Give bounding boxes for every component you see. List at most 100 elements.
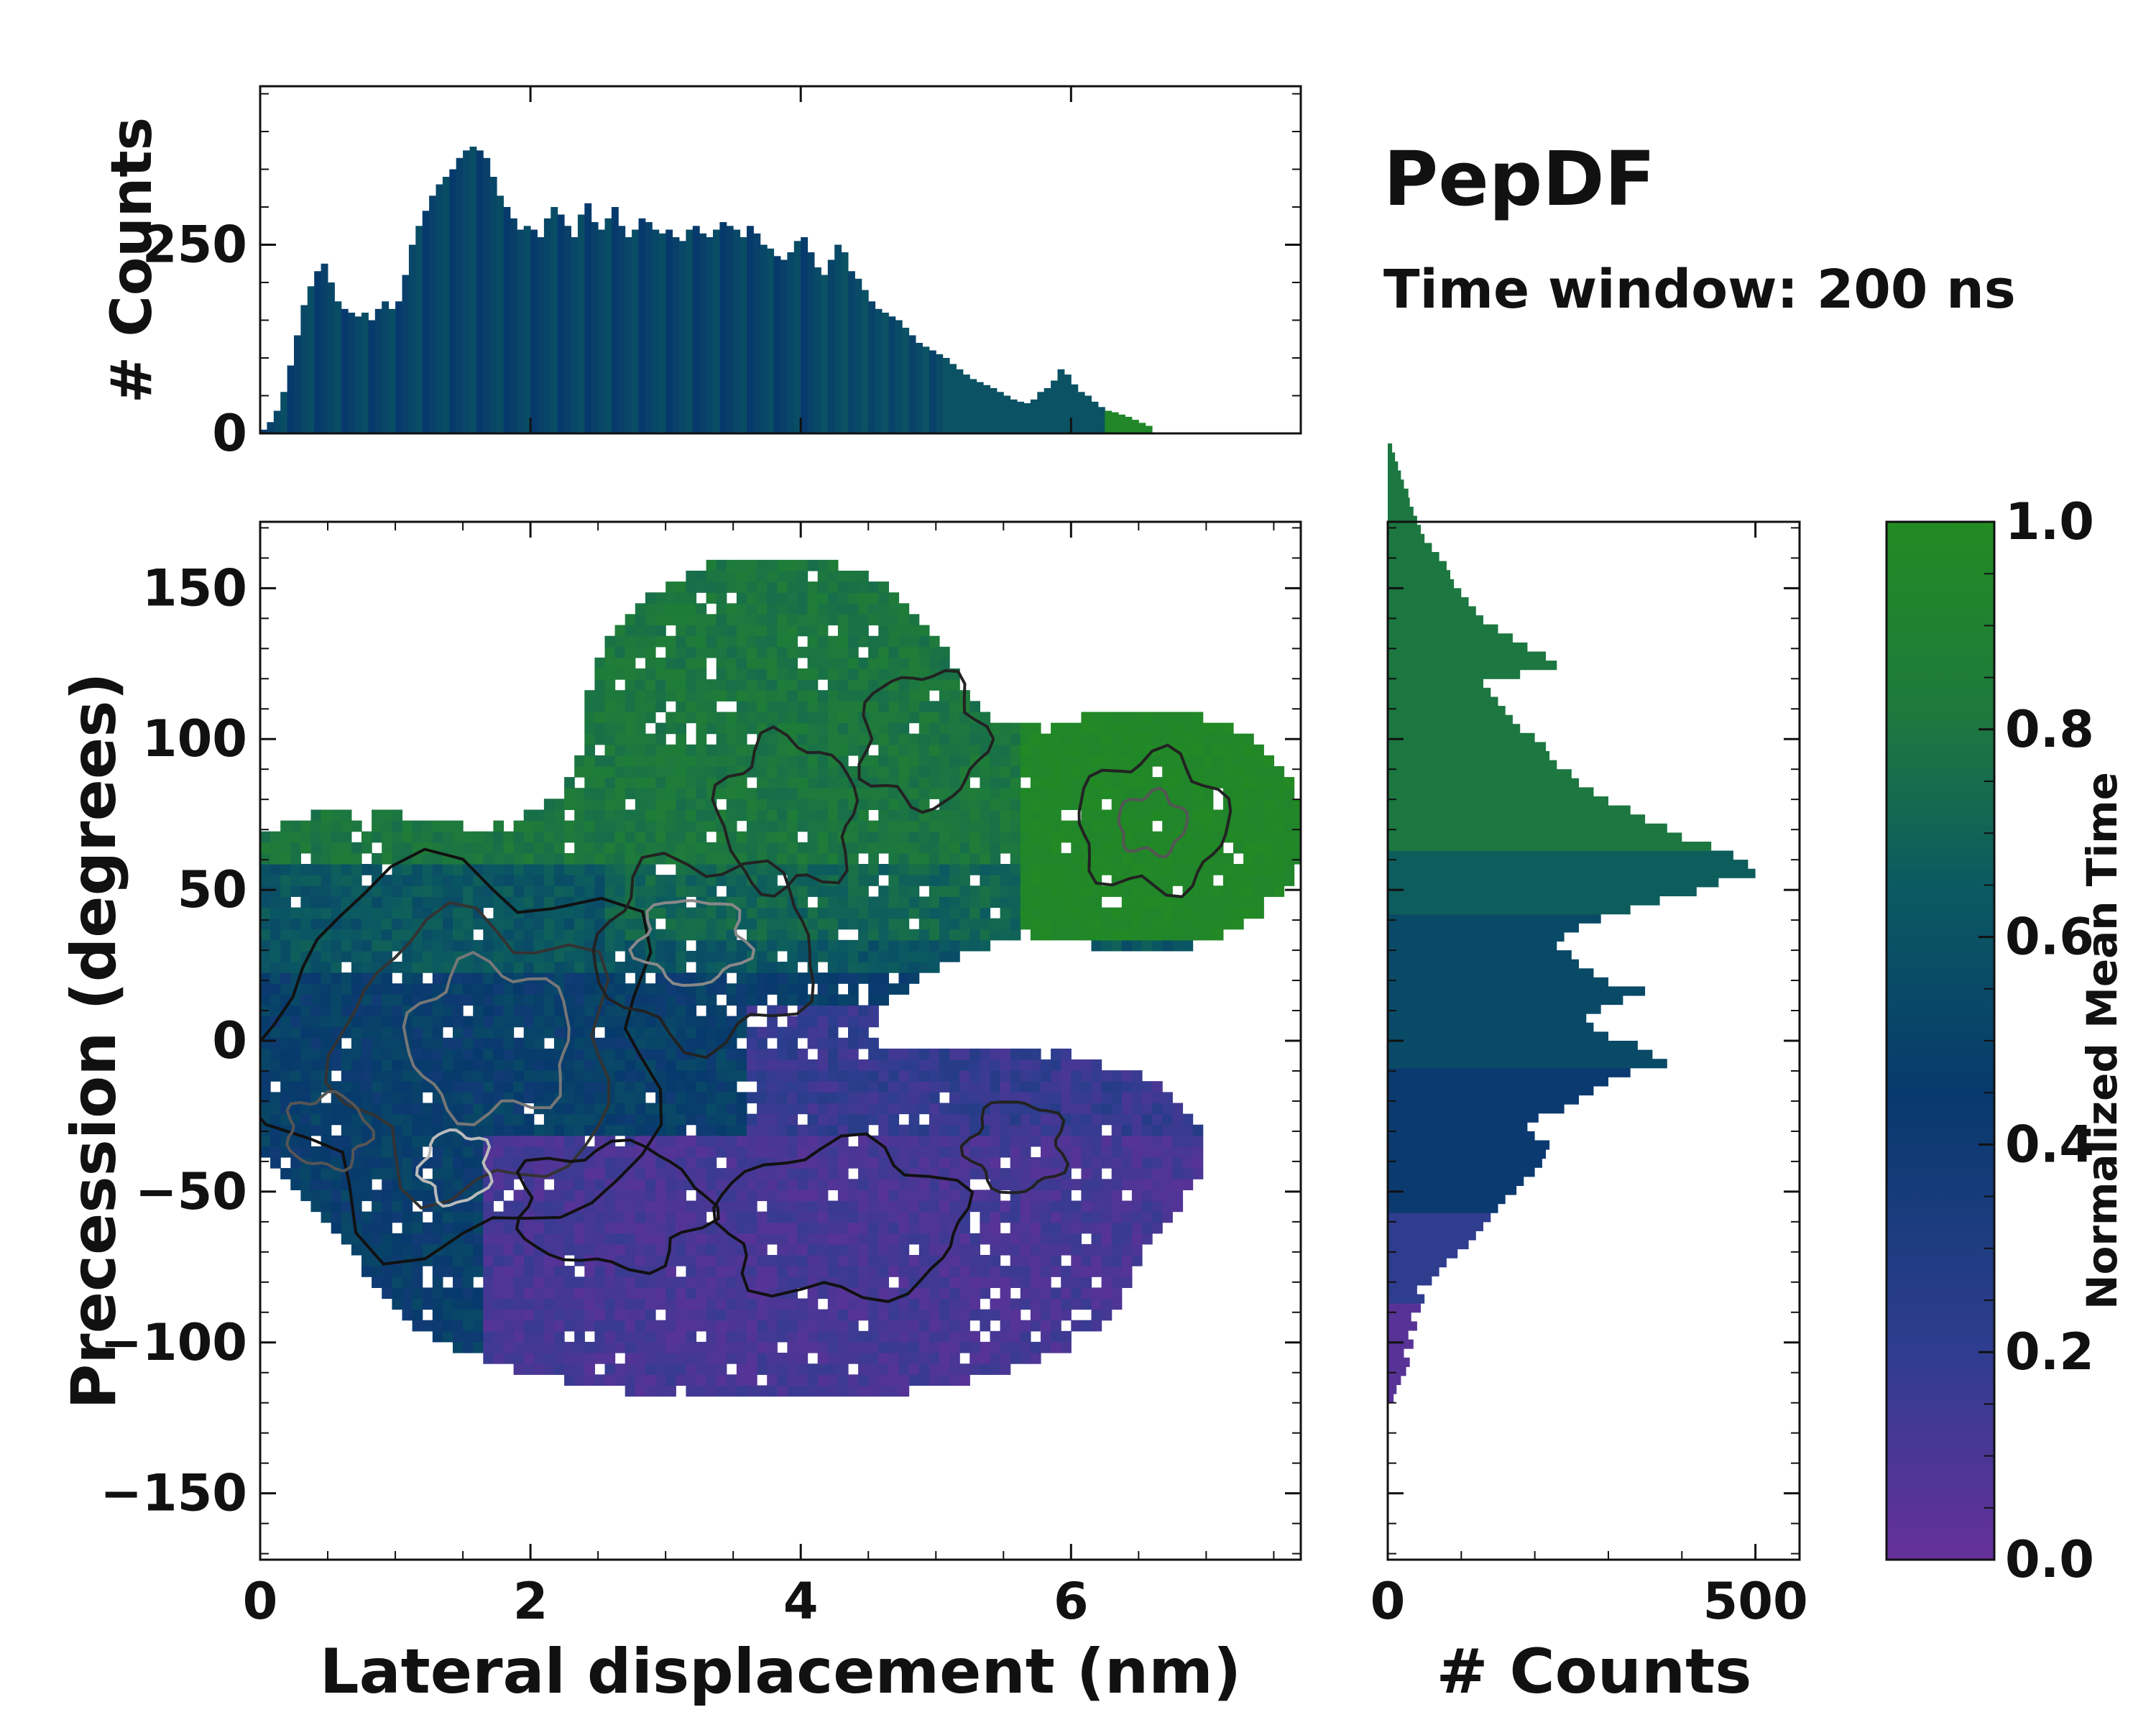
heatmap-cell xyxy=(706,1320,717,1332)
heatmap-cell xyxy=(827,1330,839,1343)
heatmap-cell xyxy=(614,1200,626,1213)
heatmap-cell xyxy=(1030,1266,1041,1277)
heatmap-cell xyxy=(888,1287,900,1300)
heatmap-cell xyxy=(584,766,595,778)
heatmap-cell xyxy=(969,1070,980,1082)
heatmap-cell xyxy=(929,820,940,832)
heatmap-cell xyxy=(372,896,382,908)
heatmap-cell xyxy=(716,1081,727,1092)
heatmap-cell xyxy=(382,1037,392,1049)
heatmap-cell xyxy=(1051,852,1061,865)
heatmap-cell xyxy=(361,1059,372,1071)
heatmap-cell xyxy=(949,766,960,778)
heatmap-cell xyxy=(888,1070,900,1082)
heatmap-cell xyxy=(645,1103,656,1115)
heatmap-cell xyxy=(959,1081,970,1092)
heatmap-cell xyxy=(473,1005,484,1017)
heatmap-cell xyxy=(1030,1353,1041,1364)
heatmap-cell xyxy=(807,1070,819,1082)
heatmap-cell xyxy=(1020,918,1031,930)
heatmap-cell xyxy=(402,842,413,854)
heatmap-cell xyxy=(382,1059,392,1071)
heatmap-cell xyxy=(1091,1287,1102,1300)
heatmap-cell xyxy=(736,799,747,810)
heatmap-cell xyxy=(726,1211,737,1223)
heatmap-cell xyxy=(696,1255,707,1266)
heatmap-cell xyxy=(706,1287,717,1300)
heatmap-cell xyxy=(716,918,727,930)
heatmap-cell xyxy=(614,1070,626,1082)
heatmap-cell xyxy=(655,1385,666,1397)
heatmap-cell xyxy=(1101,852,1112,865)
heatmap-cell xyxy=(473,1026,484,1039)
heatmap-cell xyxy=(939,679,950,691)
heatmap-cell xyxy=(635,1353,646,1364)
heatmap-cell xyxy=(1081,1124,1092,1136)
heatmap-cell xyxy=(341,907,352,919)
heatmap-cell xyxy=(361,950,372,962)
heatmap-cell xyxy=(1091,744,1102,756)
heatmap-cell xyxy=(310,852,322,865)
heatmap-cell xyxy=(473,1048,484,1060)
heatmap-cell xyxy=(706,646,717,658)
heatmap-cell xyxy=(898,1146,910,1158)
heatmap-cell xyxy=(787,614,798,626)
heatmap-cell xyxy=(1101,1157,1112,1169)
heatmap-cell xyxy=(787,1233,798,1245)
heatmap-cell xyxy=(372,809,382,822)
heatmap-cell xyxy=(1101,1276,1112,1288)
heatmap-cell xyxy=(1010,907,1021,919)
heatmap-cell xyxy=(868,1200,879,1213)
heatmap-cell xyxy=(817,831,829,843)
heatmap-cell xyxy=(594,777,606,788)
heatmap-cell xyxy=(848,1243,859,1256)
heatmap-cell xyxy=(747,831,757,843)
heatmap-cell xyxy=(817,1222,829,1234)
heatmap-cell xyxy=(969,1266,980,1277)
heatmap-cell xyxy=(1010,1266,1021,1277)
heatmap-cell xyxy=(392,1276,403,1288)
heatmap-cell xyxy=(827,864,839,875)
heatmap-cell xyxy=(827,1048,839,1060)
heatmap-cell xyxy=(523,1124,535,1136)
heatmap-cell xyxy=(574,1309,585,1321)
heatmap-cell xyxy=(898,657,910,669)
heatmap-cell xyxy=(827,668,839,680)
heatmap-cell xyxy=(787,1330,798,1343)
heatmap-cell xyxy=(787,679,798,691)
heatmap-cell xyxy=(503,918,515,930)
heatmap-cell xyxy=(777,592,788,604)
heatmap-cell xyxy=(382,1190,392,1202)
heatmap-cell xyxy=(929,950,940,962)
heatmap-cell xyxy=(1010,1135,1021,1147)
heatmap-cell xyxy=(1121,1276,1133,1288)
heatmap-cell xyxy=(858,1179,869,1190)
heatmap-cell xyxy=(503,994,515,1006)
heatmap-cell xyxy=(1142,1092,1153,1104)
heatmap-cell xyxy=(827,852,839,865)
heatmap-cell xyxy=(574,755,585,767)
heatmap-cell xyxy=(533,1341,545,1353)
heatmap-cell xyxy=(837,1179,849,1190)
heatmap-cell xyxy=(827,744,839,756)
heatmap-cell xyxy=(1111,799,1123,810)
heatmap-cell xyxy=(422,1081,433,1092)
heatmap-cell xyxy=(868,972,879,984)
heatmap-cell xyxy=(1041,929,1051,941)
heatmap-cell xyxy=(392,907,403,919)
heatmap-cell xyxy=(696,722,707,735)
heatmap-cell xyxy=(1071,733,1082,745)
heatmap-cell xyxy=(635,809,646,822)
heatmap-cell xyxy=(898,907,910,919)
heatmap-cell xyxy=(797,929,808,941)
heatmap-cell xyxy=(1101,1135,1112,1147)
heatmap-cell xyxy=(1030,799,1041,810)
heatmap-cell xyxy=(372,1103,382,1115)
heatmap-cell xyxy=(513,1353,525,1364)
heatmap-cell xyxy=(767,1048,778,1060)
heatmap-cell xyxy=(1071,1276,1082,1288)
heatmap-cell xyxy=(604,1341,616,1353)
heatmap-cell xyxy=(817,1353,829,1364)
heatmap-cell xyxy=(382,972,392,984)
heatmap-cell xyxy=(1091,1320,1102,1332)
